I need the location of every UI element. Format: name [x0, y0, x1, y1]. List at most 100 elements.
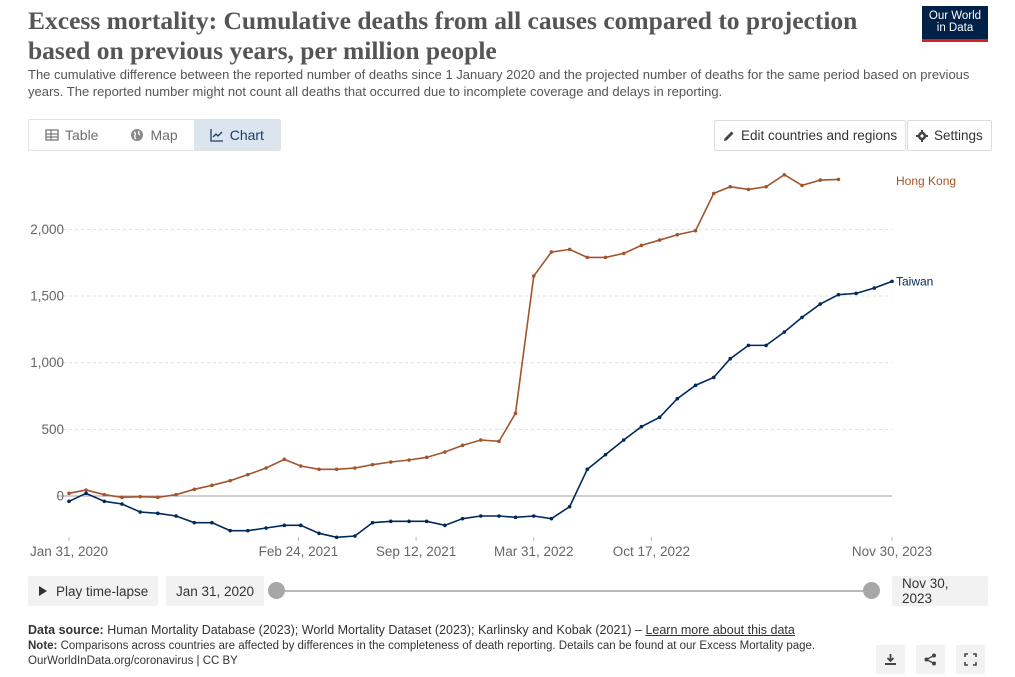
download-icon [885, 654, 896, 665]
data-point [443, 450, 447, 454]
play-timelapse-button[interactable]: Play time-lapse [28, 576, 159, 606]
series-label: Taiwan [896, 274, 933, 288]
data-point [156, 495, 160, 500]
data-point [531, 514, 536, 518]
tab-map[interactable]: Map [114, 120, 193, 150]
data-point [782, 172, 787, 177]
data-point [246, 472, 250, 477]
line-chart-icon [210, 129, 223, 142]
x-tick-label: Oct 17, 2022 [613, 544, 690, 559]
settings-label: Settings [934, 128, 983, 143]
edit-countries-button[interactable]: Edit countries and regions [714, 120, 907, 151]
play-timelapse-label: Play time-lapse [56, 583, 149, 599]
tab-table[interactable]: Table [29, 120, 114, 150]
timeline-slider-track[interactable] [278, 590, 872, 592]
x-tick-label: Feb 24, 2021 [259, 544, 339, 559]
data-point [549, 250, 554, 254]
share-button[interactable] [916, 645, 945, 674]
data-point [693, 383, 698, 388]
data-point [120, 495, 124, 500]
data-point [424, 519, 429, 524]
globe-icon [131, 129, 144, 141]
x-tick-label: Mar 31, 2022 [494, 544, 574, 559]
y-tick-label: 500 [41, 422, 64, 437]
data-point [407, 519, 411, 524]
data-point [174, 492, 178, 497]
data-point [531, 274, 536, 278]
data-point [854, 291, 858, 296]
tab-table-label: Table [65, 127, 99, 143]
data-point [711, 191, 716, 196]
source-url: OurWorldInData.org/coronavirus | CC BY [28, 655, 238, 667]
note-text: Comparisons across countries are affecte… [60, 640, 816, 652]
data-point [84, 488, 88, 492]
data-point [890, 279, 894, 284]
data-source-label: Data source: [28, 623, 104, 637]
x-tick-label: Nov 30, 2023 [852, 544, 932, 559]
owid-logo[interactable]: Our World in Data [922, 6, 988, 42]
note-label: Note: [28, 640, 58, 652]
series-line-taiwan [68, 280, 893, 539]
data-point [138, 494, 142, 499]
data-point [497, 439, 501, 444]
data-point [800, 183, 804, 188]
series-label: Hong Kong [896, 174, 956, 188]
end-date-label[interactable]: Nov 30, 2023 [892, 576, 988, 606]
data-point [192, 487, 197, 492]
data-point [353, 534, 357, 538]
data-point [782, 330, 787, 334]
data-point [818, 178, 823, 182]
data-source-text: Human Mortality Database (2023); World M… [107, 623, 642, 637]
data-point [711, 375, 716, 380]
data-point [585, 255, 590, 260]
timeline-start-handle[interactable] [268, 582, 285, 599]
timeline-end-handle[interactable] [863, 582, 880, 599]
data-point [513, 515, 518, 520]
data-point [102, 492, 107, 497]
data-point [728, 184, 733, 189]
data-point [603, 255, 608, 260]
learn-more-link[interactable]: Learn more about this data [645, 623, 795, 637]
tab-chart[interactable]: Chart [193, 120, 280, 150]
data-point [282, 523, 287, 528]
data-source-line: Data source: Human Mortality Database (2… [28, 622, 868, 639]
start-date-label[interactable]: Jan 31, 2020 [166, 576, 265, 606]
data-point [836, 292, 841, 297]
chart-title: Excess mortality: Cumulative deaths from… [28, 6, 858, 65]
data-point [264, 466, 268, 470]
data-point [497, 514, 501, 518]
data-point [138, 510, 142, 514]
timeline-controls: Play time-lapse Jan 31, 2020 Nov 30, 202… [28, 576, 988, 606]
fullscreen-button[interactable] [956, 645, 985, 674]
settings-button[interactable]: Settings [907, 120, 992, 151]
data-point [800, 315, 804, 320]
fullscreen-icon [964, 653, 977, 666]
data-point [298, 523, 303, 528]
download-button[interactable] [876, 645, 905, 674]
data-point [246, 528, 250, 533]
data-point [298, 464, 303, 468]
data-point [84, 491, 88, 496]
tab-map-label: Map [150, 127, 178, 143]
data-point [388, 519, 393, 524]
data-point [513, 411, 518, 416]
data-point [210, 520, 214, 525]
gear-icon [916, 129, 928, 142]
y-tick-label: 2,000 [30, 222, 64, 237]
data-point [836, 177, 841, 182]
logo-line-1: Our World [928, 10, 982, 22]
tab-chart-label: Chart [229, 127, 264, 143]
data-point [102, 499, 107, 504]
data-point [478, 438, 483, 442]
data-point [567, 247, 572, 252]
data-point [334, 467, 339, 472]
data-point [621, 438, 626, 442]
data-point [370, 462, 375, 467]
data-point [639, 243, 644, 248]
data-point [764, 184, 768, 189]
data-point [120, 502, 124, 506]
data-point [264, 526, 268, 530]
data-point [657, 415, 662, 420]
share-icon [924, 653, 936, 666]
data-point [478, 514, 483, 518]
